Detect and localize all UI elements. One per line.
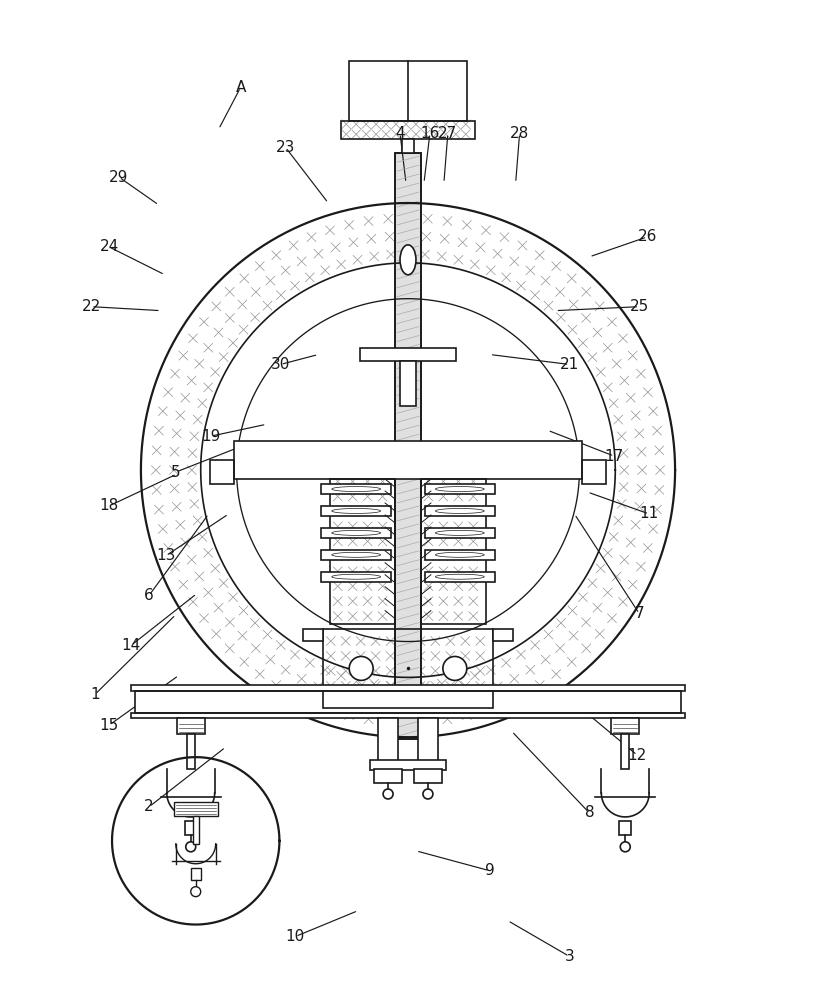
Bar [135, 691, 681, 713]
Text: 27: 27 [438, 126, 458, 141]
Circle shape [191, 887, 201, 897]
Text: 7: 7 [634, 606, 644, 621]
Text: 4: 4 [395, 126, 405, 141]
Circle shape [620, 842, 630, 852]
Bar [370, 760, 446, 770]
Bar [349, 61, 467, 121]
Text: 13: 13 [156, 548, 175, 563]
Text: 19: 19 [201, 429, 220, 444]
Text: 5: 5 [171, 465, 180, 480]
Bar [131, 713, 685, 718]
Text: A: A [235, 80, 246, 95]
Bar [425, 572, 494, 582]
Bar [323, 629, 493, 708]
Bar [621, 734, 629, 769]
Text: 25: 25 [630, 299, 649, 314]
Text: 18: 18 [100, 498, 118, 513]
Text: 6: 6 [144, 588, 153, 603]
Bar [395, 153, 421, 739]
Bar [425, 506, 494, 516]
Bar [193, 816, 199, 844]
Bar [414, 769, 442, 783]
Bar [341, 121, 475, 139]
Bar [421, 479, 486, 624]
Text: 21: 21 [560, 357, 579, 372]
Bar [322, 550, 391, 560]
Bar [425, 528, 494, 538]
Bar [135, 691, 681, 713]
Bar [210, 460, 233, 484]
Ellipse shape [400, 245, 416, 275]
Bar [402, 139, 414, 153]
Bar [191, 868, 201, 880]
Text: 1: 1 [91, 687, 100, 702]
Text: 10: 10 [286, 929, 305, 944]
Bar [360, 348, 456, 361]
Text: 26: 26 [637, 229, 657, 244]
Bar [184, 821, 197, 835]
Text: 9: 9 [485, 863, 494, 878]
Text: 29: 29 [109, 170, 129, 185]
Bar [322, 506, 391, 516]
Bar [233, 441, 583, 479]
Bar [425, 550, 494, 560]
Bar [400, 361, 416, 406]
Circle shape [349, 656, 373, 680]
Bar [378, 718, 398, 768]
Bar [418, 718, 438, 768]
Bar [177, 718, 205, 734]
Bar [131, 685, 685, 691]
Bar [583, 460, 606, 484]
Text: 17: 17 [605, 449, 624, 464]
Circle shape [443, 656, 467, 680]
Text: 14: 14 [122, 638, 140, 653]
Text: 28: 28 [510, 126, 530, 141]
Text: 8: 8 [584, 805, 594, 820]
Bar [611, 718, 639, 734]
Bar [322, 484, 391, 494]
Circle shape [423, 789, 433, 799]
Bar [233, 441, 583, 479]
Text: 23: 23 [276, 140, 295, 155]
Bar [425, 484, 494, 494]
Bar [174, 802, 218, 816]
Text: 2: 2 [144, 799, 153, 814]
Bar [322, 528, 391, 538]
Bar [330, 479, 395, 624]
Text: 22: 22 [82, 299, 100, 314]
Bar [395, 153, 421, 739]
Bar [493, 629, 512, 641]
Circle shape [186, 842, 196, 852]
Bar [322, 572, 391, 582]
Circle shape [383, 789, 393, 799]
Text: 24: 24 [100, 239, 118, 254]
Text: 12: 12 [628, 748, 647, 763]
Text: 3: 3 [565, 949, 574, 964]
Bar [187, 734, 195, 769]
Bar [304, 629, 323, 641]
Bar [619, 821, 632, 835]
Text: 11: 11 [640, 506, 659, 521]
Text: 15: 15 [100, 718, 118, 733]
Text: 16: 16 [420, 126, 440, 141]
Bar [374, 769, 402, 783]
Text: 30: 30 [271, 357, 290, 372]
